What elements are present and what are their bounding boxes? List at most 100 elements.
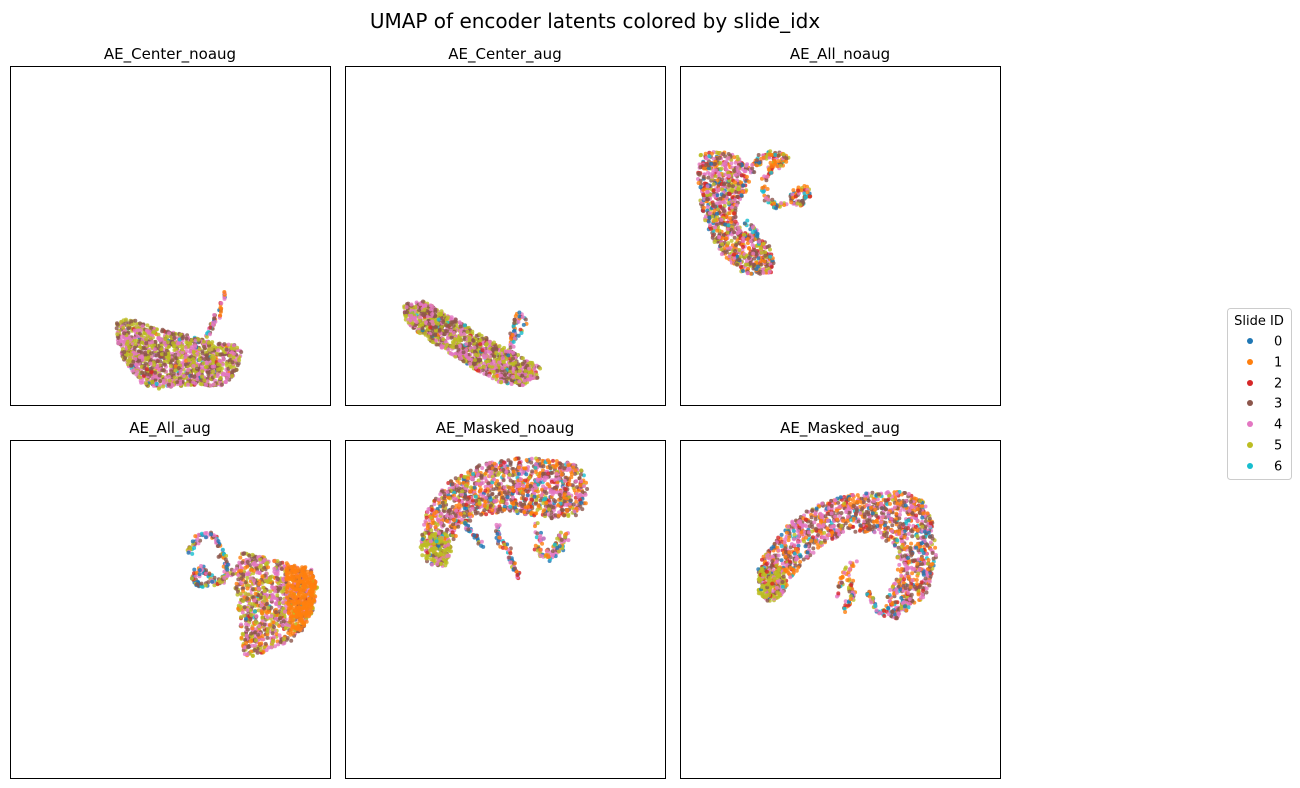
data-point xyxy=(206,340,211,345)
data-point xyxy=(503,349,508,354)
data-point xyxy=(289,590,294,595)
data-point xyxy=(441,320,446,324)
data-point xyxy=(458,338,463,343)
data-point xyxy=(436,321,440,326)
data-point xyxy=(267,622,272,627)
data-point xyxy=(752,170,757,175)
data-point xyxy=(218,309,223,314)
data-point xyxy=(784,156,789,161)
data-point xyxy=(259,595,263,600)
data-point xyxy=(173,368,178,373)
data-point xyxy=(725,230,730,235)
data-point xyxy=(239,576,244,581)
data-point xyxy=(230,369,235,374)
data-point xyxy=(153,370,158,375)
data-point xyxy=(133,351,138,356)
data-point xyxy=(180,355,184,360)
data-point xyxy=(751,251,756,256)
data-point xyxy=(263,641,268,646)
data-point xyxy=(172,336,177,340)
data-point xyxy=(149,370,154,375)
data-point xyxy=(219,301,224,306)
data-point xyxy=(185,368,190,373)
data-point xyxy=(791,188,796,193)
data-point xyxy=(513,360,518,365)
data-point xyxy=(733,249,738,253)
data-point xyxy=(735,194,740,199)
data-point xyxy=(803,195,808,200)
data-point xyxy=(222,290,227,294)
data-point xyxy=(750,163,755,167)
data-point xyxy=(262,595,267,600)
data-point xyxy=(166,382,171,387)
data-point xyxy=(260,574,265,579)
data-point xyxy=(231,355,236,360)
data-point xyxy=(149,351,154,356)
data-point xyxy=(260,615,265,620)
data-point xyxy=(732,256,737,260)
data-point xyxy=(527,377,532,382)
data-point xyxy=(270,631,275,636)
data-point xyxy=(789,200,794,205)
data-point xyxy=(286,598,291,603)
data-point xyxy=(409,302,414,307)
data-point xyxy=(282,609,287,614)
data-point xyxy=(724,236,729,241)
data-point xyxy=(140,324,145,329)
data-point xyxy=(736,226,741,231)
data-point xyxy=(191,380,196,385)
data-point xyxy=(279,567,284,571)
data-point xyxy=(150,379,155,384)
data-point xyxy=(205,370,210,375)
data-point xyxy=(257,624,262,628)
data-point xyxy=(115,322,120,327)
data-point xyxy=(807,194,812,199)
data-point xyxy=(278,586,283,591)
data-point xyxy=(423,331,428,336)
data-point xyxy=(122,350,127,354)
data-point xyxy=(492,354,497,359)
data-point xyxy=(446,347,451,352)
data-point xyxy=(729,238,734,243)
data-point xyxy=(154,381,159,386)
data-point xyxy=(245,627,250,632)
data-point xyxy=(269,645,274,650)
data-point xyxy=(272,586,277,590)
data-point xyxy=(523,369,528,373)
data-point xyxy=(422,307,427,312)
data-point xyxy=(259,609,264,614)
data-point xyxy=(729,161,734,166)
data-point xyxy=(522,359,527,364)
data-point xyxy=(216,342,221,347)
data-point xyxy=(192,343,197,348)
data-point xyxy=(199,382,204,387)
data-point xyxy=(698,165,703,170)
data-point xyxy=(286,601,291,606)
data-point xyxy=(162,362,167,367)
scatter-points xyxy=(402,299,543,388)
data-point xyxy=(732,155,737,160)
data-point xyxy=(222,296,227,301)
data-point xyxy=(146,330,151,335)
data-point xyxy=(294,595,299,600)
data-point xyxy=(150,375,155,380)
data-point xyxy=(757,239,761,244)
data-point xyxy=(261,585,266,590)
data-point xyxy=(739,173,744,178)
data-point xyxy=(464,342,469,346)
data-point xyxy=(134,338,139,343)
data-point xyxy=(741,244,745,249)
data-point xyxy=(730,195,735,200)
data-point xyxy=(172,348,177,352)
data-point xyxy=(271,595,276,600)
data-point xyxy=(129,363,134,368)
data-point xyxy=(732,168,737,173)
data-point xyxy=(458,324,463,329)
data-point xyxy=(240,560,245,565)
data-point xyxy=(289,605,294,609)
data-point xyxy=(224,361,229,366)
data-point xyxy=(458,328,463,333)
data-point xyxy=(532,367,537,372)
data-point xyxy=(732,235,737,240)
data-point xyxy=(269,614,274,619)
